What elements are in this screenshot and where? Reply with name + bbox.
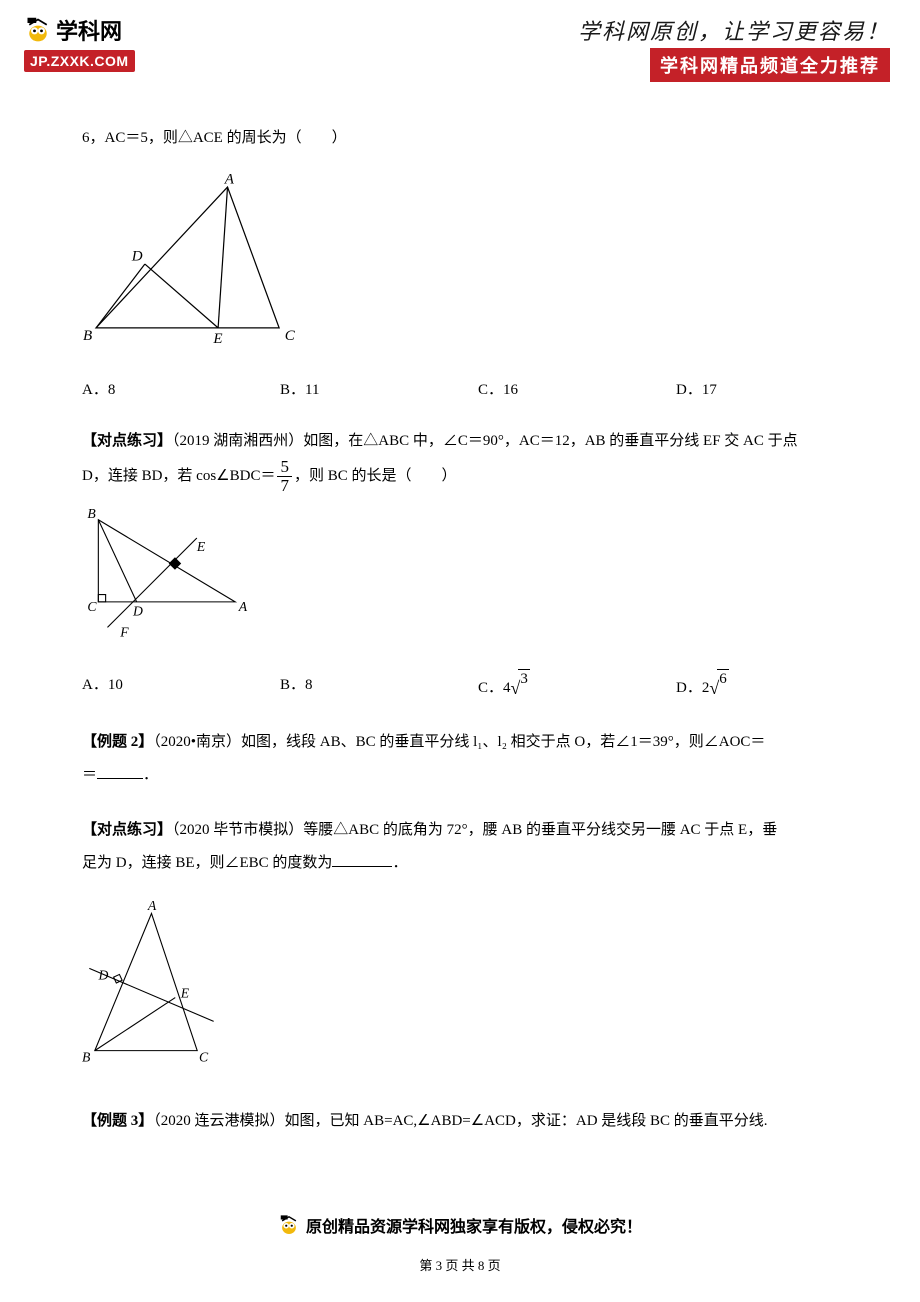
q2-opt-a: A．10: [82, 669, 280, 709]
q2-c-rad: 3: [518, 669, 530, 690]
sqrt-icon: √3: [511, 669, 530, 709]
q2-opt-b: B．8: [280, 669, 478, 709]
frac-den: 7: [277, 477, 292, 495]
label-C: C: [199, 1050, 209, 1065]
q1-line: 6，AC＝5，则△ACE 的周长为（ ）: [82, 130, 347, 146]
q4-diagram: A B C D E: [82, 898, 838, 1091]
page-footer: 原创精品资源学科网独家享有版权，侵权必究！ 第 3 页 共 8 页: [0, 1213, 920, 1274]
q2-d-rad: 6: [717, 669, 729, 690]
label-E: E: [212, 331, 222, 347]
label-A: A: [147, 898, 157, 913]
q4-text-a: 等腰△ABC 的底角为 72°，腰 AB 的垂直平分线交另一腰 AC 于点 E，…: [303, 822, 777, 838]
q2-d-prefix: D．2: [676, 680, 709, 696]
label-E: E: [180, 986, 190, 1001]
label-C: C: [87, 599, 97, 614]
q1-text: 6，AC＝5，则△ACE 的周长为（ ）: [82, 122, 838, 155]
page-number: 第 3 页 共 8 页: [419, 1255, 500, 1274]
frac-num: 5: [277, 458, 292, 477]
label-A: A: [224, 171, 235, 187]
label-E: E: [196, 538, 206, 553]
label-B: B: [83, 328, 92, 344]
label-F: F: [119, 624, 129, 639]
q4-blank: [332, 854, 392, 868]
q1-opt-b: B．11: [280, 374, 478, 407]
q4-block: 【对点练习】（2020 毕节市模拟）等腰△ABC 的底角为 72°，腰 AB 的…: [82, 814, 838, 880]
q1-opt-d: D．17: [676, 374, 826, 407]
page-content: 6，AC＝5，则△ACE 的周长为（ ） A B C D E A．8 B．11 …: [0, 82, 920, 1138]
q5-block: 【例题 3】（2020 连云港模拟）如图，已知 AB=AC,∠ABD=∠ACD，…: [82, 1105, 838, 1138]
label-D: D: [131, 248, 143, 264]
q2-c-prefix: C．4: [478, 680, 511, 696]
q4-tail: ．: [392, 855, 407, 871]
q3-tag: 【例题 2】: [82, 734, 153, 750]
q4-src: （2020 毕节市模拟）: [172, 822, 303, 838]
q3-blank: [97, 766, 143, 780]
label-C: C: [285, 328, 296, 344]
q5-src: （2020 连云港模拟）: [153, 1113, 284, 1129]
footer-text: 原创精品资源学科网独家享有版权，侵权必究！: [306, 1213, 642, 1237]
q3-src: （2020•南京）: [153, 734, 241, 750]
label-A: A: [238, 599, 248, 614]
label-D: D: [97, 968, 108, 983]
q3-block: 【例题 2】（2020•南京）如图，线段 AB、BC 的垂直平分线 l₁、l₂ …: [82, 726, 838, 792]
logo-block: 学科网 JP.ZXXK.COM: [24, 14, 135, 72]
q2-text2b: ，则 BC 的长是（ ）: [294, 468, 457, 484]
sqrt-icon: √6: [709, 669, 728, 709]
footer-line: 原创精品资源学科网独家享有版权，侵权必究！: [278, 1213, 642, 1237]
q5-text: 如图，已知 AB=AC,∠ABD=∠ACD，求证：AD 是线段 BC 的垂直平分…: [285, 1113, 768, 1129]
label-B: B: [87, 507, 96, 521]
q1-opt-a: A．8: [82, 374, 280, 407]
q3-tail: ．: [143, 767, 158, 783]
label-D: D: [132, 603, 143, 618]
owl-icon: [24, 16, 52, 44]
header-right: 学科网原创，让学习更容易！ 学科网精品频道全力推荐: [578, 14, 890, 82]
q2-fraction: 57: [277, 458, 292, 495]
header-slogan: 学科网原创，让学习更容易！: [578, 14, 890, 46]
q4-text-b: 足为 D，连接 BE，则∠EBC 的度数为: [82, 855, 332, 871]
q1-options: A．8 B．11 C．16 D．17: [82, 374, 838, 407]
q2-src: （2019 湖南湘西州）: [172, 433, 303, 449]
logo-subdomain: JP.ZXXK.COM: [24, 50, 135, 72]
owl-icon: [278, 1214, 300, 1236]
header-banner: 学科网精品频道全力推荐: [650, 48, 890, 82]
q2-diagram: B C A D E F: [82, 507, 838, 655]
q2-tag: 【对点练习】: [82, 433, 172, 449]
q2-options: A．10 B．8 C．4√3 D．2√6: [82, 669, 838, 709]
q2-block: 【对点练习】（2019 湖南湘西州）如图，在△ABC 中，∠C＝90°，AC＝1…: [82, 425, 838, 495]
q3-text: 如图，线段 AB、BC 的垂直平分线 l₁、l₂ 相交于点 O，若∠1＝39°，…: [241, 734, 765, 750]
q4-tag: 【对点练习】: [82, 822, 172, 838]
q2-text2a: D，连接 BD，若 cos∠BDC＝: [82, 468, 275, 484]
q2-opt-c: C．4√3: [478, 669, 676, 709]
q5-tag: 【例题 3】: [82, 1113, 153, 1129]
label-B: B: [82, 1050, 91, 1065]
q2-text1: 如图，在△ABC 中，∠C＝90°，AC＝12，AB 的垂直平分线 EF 交 A…: [303, 433, 797, 449]
logo-top: 学科网: [24, 14, 135, 46]
q2-opt-d: D．2√6: [676, 669, 826, 709]
q1-opt-c: C．16: [478, 374, 676, 407]
logo-text: 学科网: [56, 14, 122, 46]
q1-diagram: A B C D E: [82, 167, 838, 360]
page-header: 学科网 JP.ZXXK.COM 学科网原创，让学习更容易！ 学科网精品频道全力推…: [0, 0, 920, 82]
